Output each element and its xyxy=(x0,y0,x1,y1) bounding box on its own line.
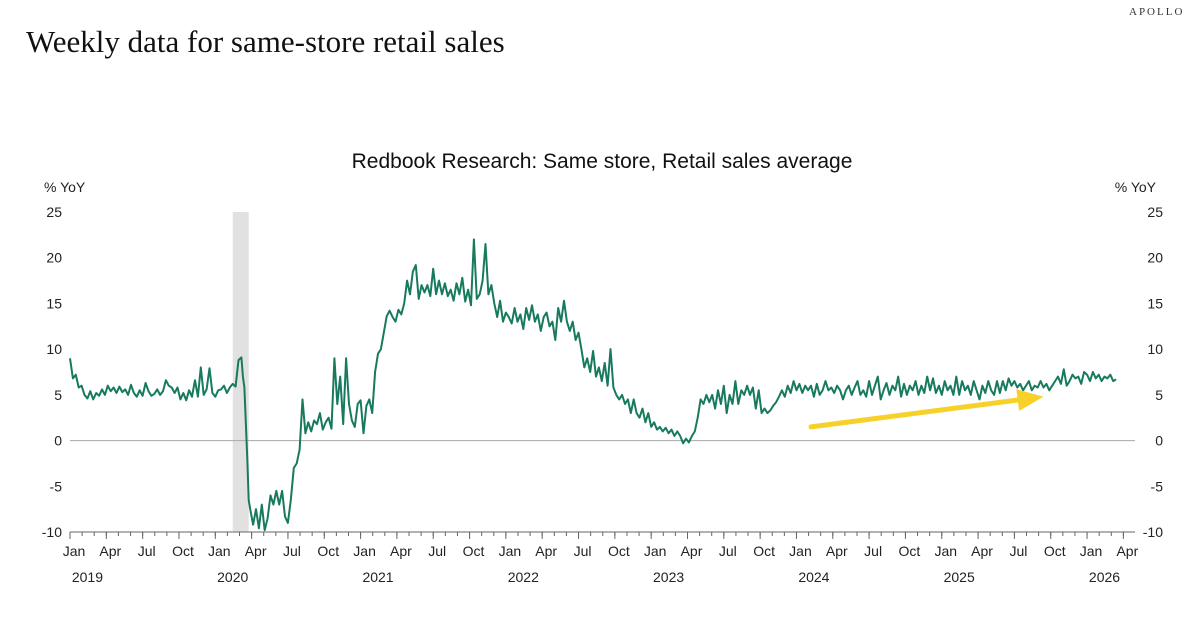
x-tick-label: Jul xyxy=(138,543,156,559)
y-axis-label-left: % YoY xyxy=(44,179,86,195)
x-tick-label: Apr xyxy=(681,543,703,559)
x-tick-label: Apr xyxy=(99,543,121,559)
x-tick-label: Oct xyxy=(463,543,485,559)
y-tick-label-right: -10 xyxy=(1143,524,1163,540)
x-tick-label: Jan xyxy=(63,543,86,559)
recession-shading xyxy=(232,212,249,532)
x-year-label: 2021 xyxy=(362,569,393,585)
page-headline: Weekly data for same-store retail sales xyxy=(26,24,505,59)
x-tick-label: Oct xyxy=(608,543,630,559)
x-year-label: 2019 xyxy=(72,569,103,585)
x-year-label: 2020 xyxy=(217,569,248,585)
x-tick-label: Oct xyxy=(1044,543,1066,559)
y-tick-label-right: 0 xyxy=(1155,433,1163,449)
x-tick-label: Oct xyxy=(899,543,921,559)
y-tick-label-right: -5 xyxy=(1151,478,1164,494)
y-tick-label-left: 10 xyxy=(46,341,62,357)
y-axis-label-right: % YoY xyxy=(1115,179,1157,195)
x-tick-label: Apr xyxy=(826,543,848,559)
y-tick-label-left: -10 xyxy=(42,524,62,540)
x-tick-label: Jan xyxy=(789,543,812,559)
x-tick-label: Apr xyxy=(390,543,412,559)
x-year-label: 2022 xyxy=(508,569,539,585)
y-tick-label-left: 0 xyxy=(54,433,62,449)
x-tick-label: Jul xyxy=(428,543,446,559)
x-tick-label: Apr xyxy=(535,543,557,559)
x-tick-label: Jan xyxy=(208,543,231,559)
x-tick-label: Jul xyxy=(864,543,882,559)
y-tick-label-right: 5 xyxy=(1155,387,1163,403)
x-tick-label: Jan xyxy=(353,543,376,559)
x-tick-label: Jul xyxy=(719,543,737,559)
trend-arrow-head xyxy=(1016,389,1044,411)
x-year-label: 2024 xyxy=(798,569,829,585)
chart-title: Redbook Research: Same store, Retail sal… xyxy=(352,150,853,173)
y-tick-label-left: 15 xyxy=(46,295,62,311)
y-tick-label-left: 20 xyxy=(46,250,62,266)
x-tick-label: Oct xyxy=(172,543,194,559)
y-tick-label-right: 25 xyxy=(1147,204,1163,220)
x-tick-label: Jul xyxy=(1009,543,1027,559)
x-year-label: 2023 xyxy=(653,569,684,585)
y-tick-label-left: 25 xyxy=(46,204,62,220)
x-tick-label: Apr xyxy=(971,543,993,559)
x-tick-label: Jan xyxy=(644,543,667,559)
x-year-label: 2026 xyxy=(1089,569,1120,585)
trend-arrow-shaft xyxy=(808,397,1021,430)
y-tick-label-left: 5 xyxy=(54,387,62,403)
brand-logo-text: APOLLO xyxy=(1129,6,1185,18)
x-tick-label: Jan xyxy=(1080,543,1103,559)
y-tick-label-right: 10 xyxy=(1147,341,1163,357)
y-tick-label-right: 15 xyxy=(1147,295,1163,311)
x-tick-label: Apr xyxy=(1116,543,1138,559)
y-tick-label-left: -5 xyxy=(50,478,63,494)
y-tick-label-right: 20 xyxy=(1147,250,1163,266)
x-year-label: 2025 xyxy=(944,569,975,585)
x-tick-label: Oct xyxy=(317,543,339,559)
x-tick-label: Apr xyxy=(245,543,267,559)
x-tick-label: Jan xyxy=(499,543,522,559)
x-tick-label: Jan xyxy=(934,543,957,559)
x-tick-label: Jul xyxy=(283,543,301,559)
x-tick-label: Jul xyxy=(574,543,592,559)
x-tick-label: Oct xyxy=(753,543,775,559)
series-line xyxy=(69,238,1117,532)
